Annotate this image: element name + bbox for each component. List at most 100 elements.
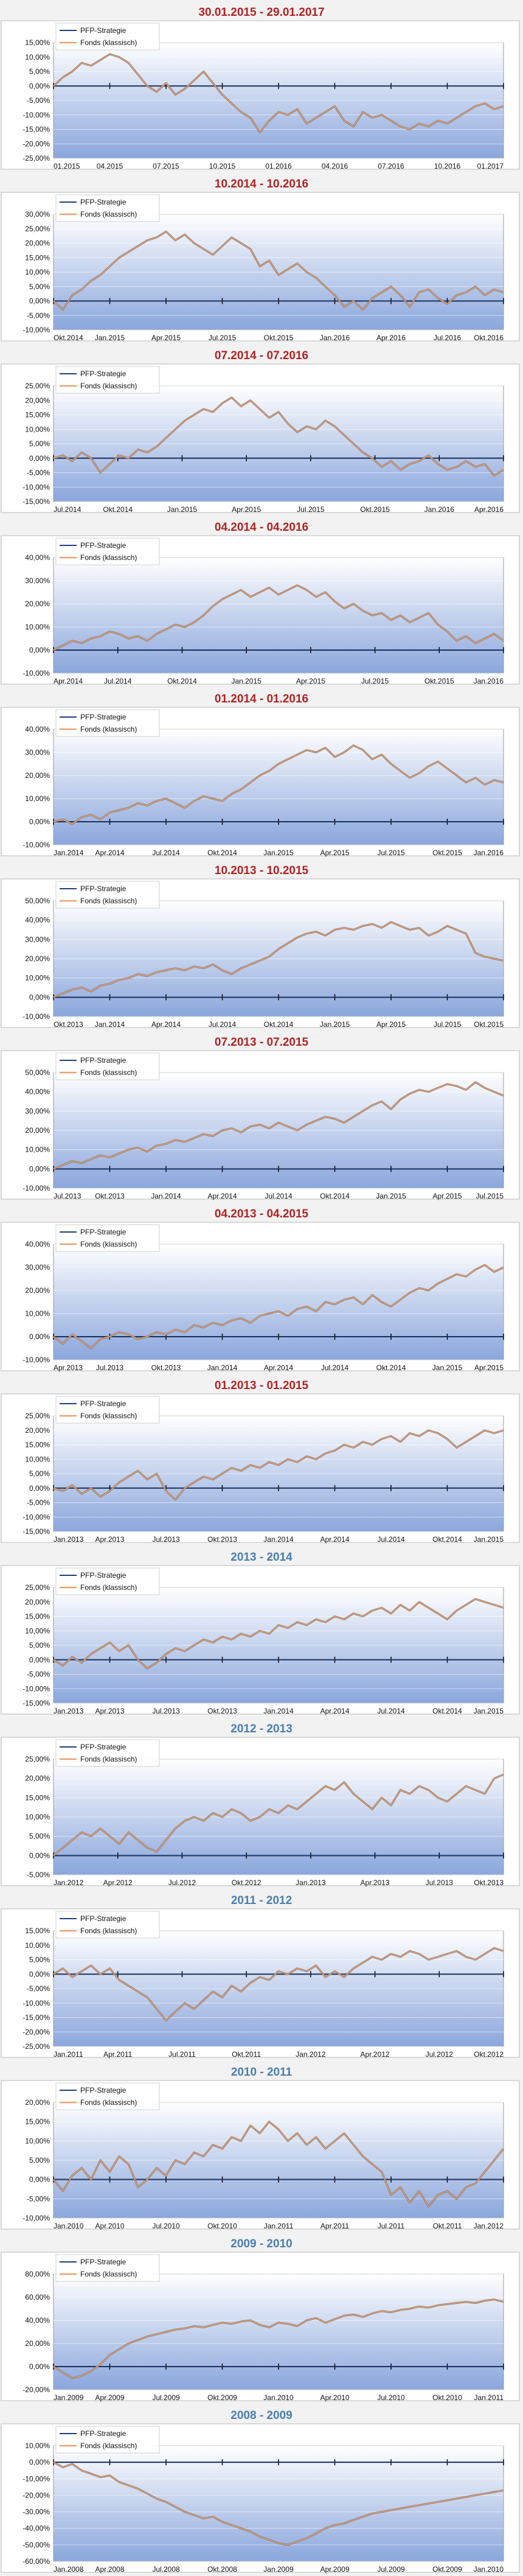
y-tick-label: 20,00%	[25, 600, 50, 608]
x-tick-label: Jan.2014	[207, 1363, 238, 1372]
x-tick-label: Okt.2008	[207, 2565, 237, 2574]
y-tick-label: 30,00%	[25, 1107, 50, 1115]
legend-box	[55, 537, 160, 565]
x-tick-label: Jan.2015	[95, 334, 125, 342]
y-tick-label: 30,00%	[25, 210, 50, 219]
x-tick-label: Jul.2011	[168, 2050, 196, 2059]
chart-svg: 20,00% 15,00% 10,00% 5,00% 0,00% -5,00% -10,00…	[1, 2080, 520, 2230]
y-tick-label: 10,00%	[25, 623, 50, 631]
plot-area	[53, 729, 504, 845]
x-tick-label: Jul.2013	[54, 1192, 81, 1200]
y-tick-label: 5,00%	[29, 439, 50, 448]
x-tick-label: Jan.2013	[54, 1707, 84, 1715]
y-tick-label: -10,00%	[23, 1999, 50, 2007]
y-tick-label: 40,00%	[25, 553, 50, 562]
x-tick-label: Jul.2015	[361, 677, 389, 685]
series-line-fund	[53, 2121, 504, 2207]
y-tick-label: 40,00%	[25, 2316, 50, 2325]
y-tick-label: -15,00%	[23, 1699, 50, 1707]
y-tick-label: -10,00%	[23, 2214, 50, 2222]
x-tick-label: Jul.2016	[434, 334, 462, 342]
y-tick-label: -50,00%	[23, 2541, 50, 2549]
y-tick-label: 5,00%	[29, 1641, 50, 1650]
x-tick-label: 07.2015	[153, 162, 179, 170]
y-tick-label: -20,00%	[23, 2385, 50, 2394]
legend: PFP-Strategie Fonds (klassisch)	[55, 1911, 160, 1939]
x-tick-label: Jul.2012	[168, 1878, 196, 1887]
series-line-fund	[53, 922, 504, 998]
y-tick-label: 0,00%	[29, 1164, 50, 1173]
series-line-fund	[53, 1598, 504, 1669]
x-tick-label: Apr.2014	[320, 1707, 349, 1715]
y-tick-label: -10,00%	[23, 1184, 50, 1192]
legend-box	[55, 2426, 160, 2454]
y-tick-label: 15,00%	[25, 2118, 50, 2126]
chart-svg: 25,00% 20,00% 15,00% 10,00% 5,00% 0,00% -5,00%…	[1, 1565, 520, 1715]
legend-label-strategy: PFP-Strategie	[80, 1571, 126, 1580]
x-tick-label: Jan.2015	[263, 849, 294, 857]
x-tick-label: Jul.2014	[377, 1535, 405, 1544]
x-tick-label: Jul.2009	[152, 2393, 180, 2402]
legend-label-fund: Fonds (klassisch)	[80, 210, 137, 219]
chart-panel: 30.01.2015 - 29.01.2017 15,00% 10,00% 5,00%…	[0, 1, 523, 173]
x-tick-label: Apr.2014	[151, 1020, 181, 1029]
x-tick-label: Jan.2014	[95, 1020, 125, 1029]
x-tick-label: Okt.2014	[432, 1707, 462, 1715]
y-tick-label: 5,00%	[29, 1832, 50, 1841]
y-tick-label: 20,00%	[25, 1126, 50, 1135]
chart-panel: 04.2014 - 04.2016 40,00% 30,00% 20,00% 10,00…	[0, 516, 523, 688]
chart-title: 01.2014 - 01.2016	[214, 693, 309, 705]
x-tick-label: Okt.2010	[432, 2393, 462, 2402]
x-tick-label: Okt.2016	[474, 334, 504, 342]
x-tick-label: Okt.2011	[433, 2222, 462, 2230]
series-line-fund	[53, 54, 504, 133]
x-tick-label: Okt.2013	[95, 1192, 125, 1200]
y-tick-label: 15,00%	[25, 411, 50, 419]
legend-box	[55, 366, 160, 394]
y-tick-label: 40,00%	[25, 916, 50, 925]
chart-panel: 2009 - 2010 80,00% 60,00% 40,00% 20,00% 0,00%…	[0, 2233, 523, 2404]
y-tick-label: 40,00%	[25, 1240, 50, 1248]
y-tick-label: -10,00%	[23, 111, 50, 119]
y-tick-label: -20,00%	[23, 2491, 50, 2499]
legend-label-strategy: PFP-Strategie	[80, 1056, 126, 1065]
x-tick-label: Apr.2016	[376, 334, 406, 342]
x-tick-label: 01.2016	[265, 162, 292, 170]
y-tick-label: 20,00%	[25, 771, 50, 780]
legend-label-strategy: PFP-Strategie	[80, 1914, 126, 1923]
x-tick-label: Jan.2015	[376, 1192, 406, 1200]
y-tick-label: 5,00%	[29, 1469, 50, 1478]
plot-area	[53, 2273, 504, 2390]
legend-label-fund: Fonds (klassisch)	[80, 1412, 137, 1420]
y-tick-label: 5,00%	[29, 1956, 50, 1964]
y-tick-label: 0,00%	[29, 2175, 50, 2184]
y-tick-label: -15,00%	[23, 2014, 50, 2022]
x-tick-label: Jan.2014	[263, 1707, 294, 1715]
y-tick-label: -15,00%	[23, 125, 50, 134]
legend-box	[55, 1052, 160, 1080]
legend: PFP-Strategie Fonds (klassisch)	[55, 881, 160, 909]
x-tick-label: Jan.2010	[54, 2222, 84, 2230]
x-tick-label: Jan.2010	[474, 2565, 504, 2574]
y-tick-label: 50,00%	[25, 1068, 50, 1077]
x-tick-label: Jan.2016	[424, 505, 455, 514]
x-tick-label: 01.2017	[477, 162, 504, 170]
x-tick-label: Apr.2014	[264, 1363, 293, 1372]
y-tick-label: 20,00%	[25, 1286, 50, 1295]
legend-label-fund: Fonds (klassisch)	[80, 725, 137, 733]
series-line-fund	[53, 744, 504, 825]
x-tick-label: Jan.2014	[263, 1535, 294, 1544]
y-tick-label: -60,00%	[23, 2557, 50, 2566]
x-tick-label: 04.2016	[322, 162, 348, 170]
y-tick-label: 20,00%	[25, 239, 50, 248]
chart-title: 2013 - 2014	[230, 1551, 293, 1564]
legend-label-fund: Fonds (klassisch)	[80, 2441, 137, 2450]
x-tick-label: Jan.2016	[474, 849, 504, 857]
x-tick-label: Jul.2015	[377, 849, 405, 857]
x-tick-label: Jan.2015	[320, 1020, 350, 1029]
x-tick-label: Apr.2010	[320, 2393, 349, 2402]
x-tick-label: Okt.2014	[54, 334, 83, 342]
y-tick-label: -5,00%	[27, 469, 50, 477]
chart-panel: 2010 - 2011 20,00% 15,00% 10,00% 5,00% 0,00% -…	[0, 2061, 523, 2233]
x-tick-label: Jan.2011	[264, 2222, 294, 2230]
